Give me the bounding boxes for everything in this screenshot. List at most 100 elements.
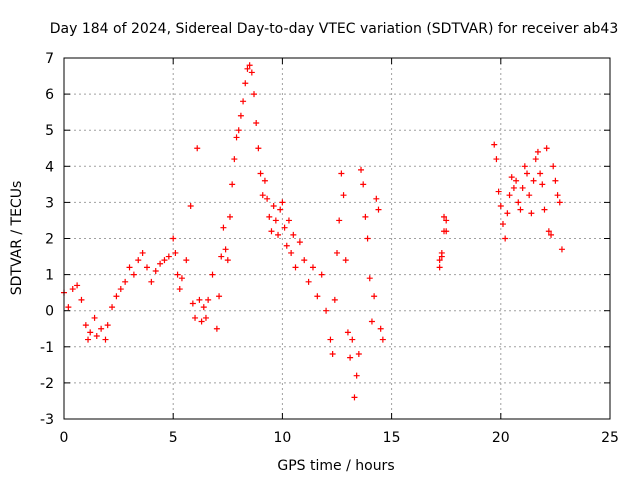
data-point [314,293,321,300]
data-point [548,231,555,238]
data-point [126,264,133,271]
data-point [329,351,336,358]
data-point [334,249,340,256]
data-point [438,253,445,260]
data-point [113,293,120,300]
data-point [556,199,563,206]
y-tick-label: -2 [40,376,54,392]
data-point [526,192,533,199]
data-point [82,322,89,329]
data-point [194,145,201,152]
data-point [65,304,72,311]
data-point [504,210,511,217]
data-point [148,278,155,285]
data-point [244,65,251,72]
y-tick-label: -1 [40,340,54,356]
data-point [360,181,367,188]
data-point [344,329,351,336]
data-point [351,394,358,401]
y-tick-label: 5 [45,123,54,139]
series-sdtvar [61,62,565,401]
x-tick-label: 10 [273,430,291,446]
data-point [109,304,116,311]
data-point [216,293,223,300]
data-point [554,192,561,199]
data-point [237,112,244,119]
data-point [192,314,199,321]
y-tick-label: 4 [45,159,54,175]
data-point [537,170,544,177]
data-point [443,217,450,224]
data-point [69,286,76,293]
data-point [268,228,275,235]
data-point [528,210,535,217]
data-point [170,235,177,242]
data-point [240,98,247,105]
data-point [161,257,168,264]
data-point [200,304,207,311]
data-point [545,228,552,235]
data-point [122,278,129,285]
data-point [279,199,286,206]
data-point [318,271,325,278]
data-point [183,257,190,264]
data-point [530,177,537,184]
data-point [288,249,295,256]
data-point [436,257,443,264]
data-point [373,195,380,202]
axis-ticks: 0 5 10 15 20 25 -3 -2 -1 0 1 2 3 4 5 6 7 [40,51,619,446]
data-point [515,199,522,206]
data-point [264,195,271,202]
chart-title: Day 184 of 2024, Sidereal Day-to-day VTE… [50,21,619,37]
data-point [98,325,105,332]
data-point [277,206,284,213]
data-point [491,141,498,148]
data-point [85,336,92,343]
data-point [218,253,225,260]
data-point [255,145,262,152]
x-tick-label: 20 [492,430,510,446]
data-point [178,275,185,282]
data-point [292,264,299,271]
data-point [519,184,526,191]
data-point [139,249,146,256]
data-point [242,80,249,87]
data-point [290,231,297,238]
data-point [375,206,382,213]
data-point [198,318,205,325]
data-point [143,264,150,271]
data-point [157,260,164,267]
y-tick-label: 1 [45,268,54,284]
data-point [342,257,349,264]
data-point [78,296,85,303]
data-point [261,177,268,184]
data-point [506,192,513,199]
data-point [353,372,360,379]
data-point [102,336,109,343]
data-point [209,271,216,278]
data-point [226,213,233,220]
x-tick-label: 5 [169,430,178,446]
data-point [558,246,565,253]
y-tick-label: 3 [45,195,54,211]
data-point [338,170,345,177]
data-point [336,217,343,224]
x-tick-label: 15 [383,430,401,446]
data-point [189,300,196,307]
data-point [257,170,264,177]
data-point [87,329,94,336]
data-point [187,203,194,210]
data-point [340,192,347,199]
data-point [176,286,183,293]
data-point [364,235,371,242]
data-point [202,314,209,321]
data-point [259,192,266,199]
data-point [231,156,238,163]
data-point [366,275,373,282]
data-point [270,203,277,210]
data-point [508,174,515,181]
y-tick-label: -3 [40,412,54,428]
data-point [91,314,98,321]
data-point [205,296,212,303]
